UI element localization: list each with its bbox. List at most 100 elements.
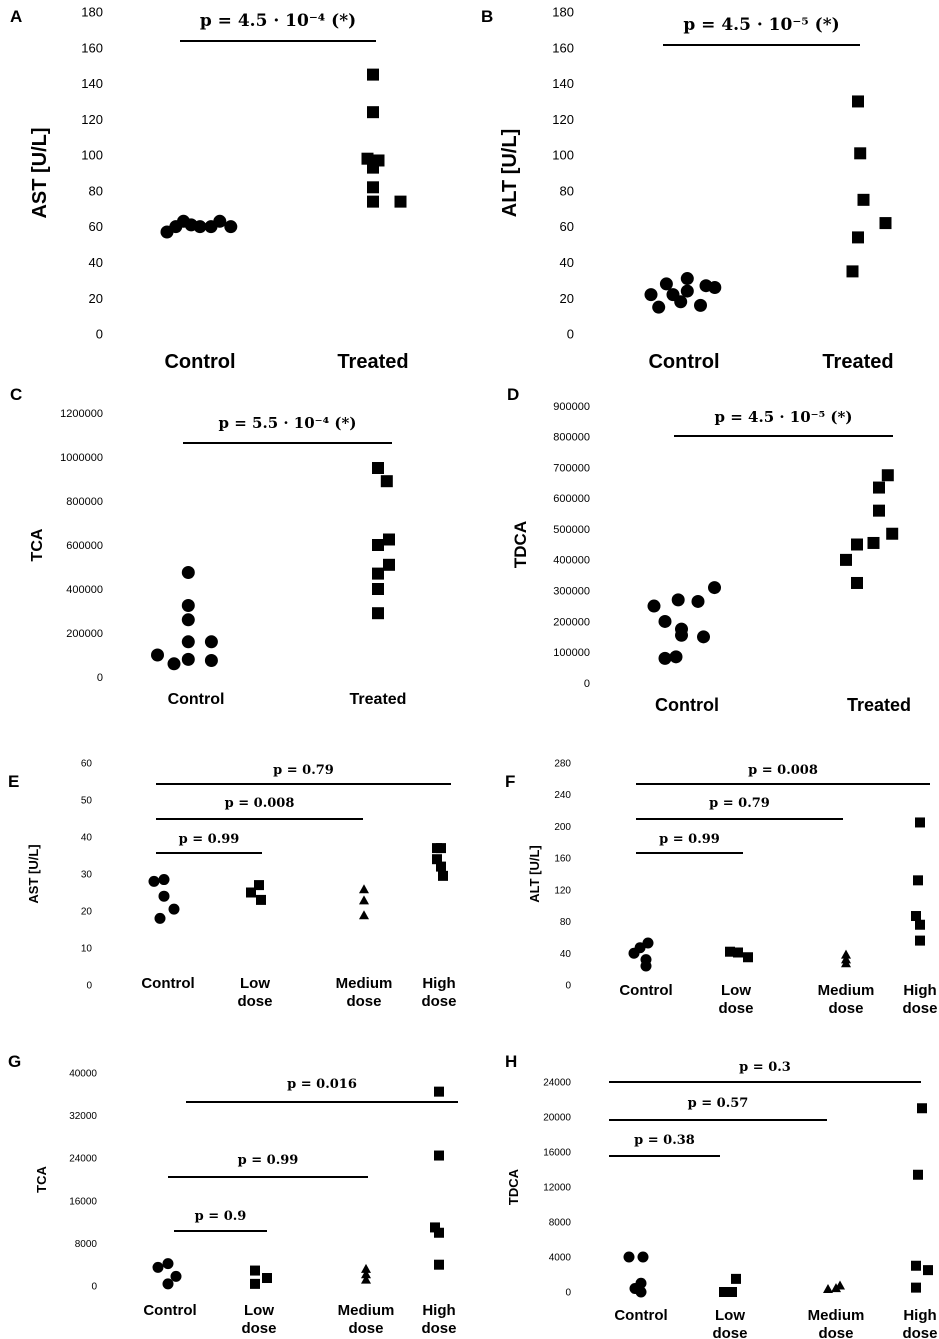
category-label: Medium <box>336 975 393 992</box>
data-point-circle <box>224 220 238 234</box>
y-tick-label: 160 <box>554 854 571 865</box>
data-point-square <box>719 1287 729 1297</box>
panel-f: F 0 40 80 120 160 200 240 280 ALT [U/L] Control Low… <box>505 759 938 1018</box>
category-label: dose <box>241 1320 276 1337</box>
data-point-circle <box>708 280 722 294</box>
data-point-circle <box>637 1251 649 1263</box>
p-value-label: p = 0.57 <box>688 1096 749 1111</box>
data-point-square <box>254 880 264 891</box>
y-tick-label: 160 <box>81 40 103 55</box>
y-tick-label: 50 <box>81 796 93 807</box>
data-point-circle <box>697 630 710 644</box>
data-point-square <box>852 95 864 108</box>
panel-c: C 0 200000 400000 600000 800000 1000000 1200000… <box>10 385 406 708</box>
y-tick-label: 60 <box>81 759 93 770</box>
y-tick-label: 100 <box>81 148 103 163</box>
y-tick-label: 40 <box>89 255 103 270</box>
y-tick-label: 100 <box>552 148 574 163</box>
data-point-circle <box>181 635 195 649</box>
data-point-square <box>436 843 446 854</box>
data-point-square <box>367 106 379 119</box>
y-tick-label: 1000000 <box>60 452 103 464</box>
data-point-square <box>383 533 395 546</box>
y-tick-label: 700000 <box>553 462 590 474</box>
y-axis-label: TCA <box>29 528 46 561</box>
category-label: Low <box>244 1302 274 1319</box>
data-point-square <box>367 68 379 81</box>
data-point-circle <box>680 284 694 298</box>
y-tick-label: 40 <box>560 255 574 270</box>
y-tick-label: 160 <box>552 40 574 55</box>
data-point-circle <box>658 651 672 665</box>
data-point-circle <box>635 1286 647 1298</box>
y-axis-label: AST [U/L] <box>29 127 51 218</box>
data-point-square <box>436 861 446 872</box>
category-label: dose <box>421 993 456 1010</box>
y-tick-label: 24000 <box>69 1154 97 1165</box>
data-point-square <box>372 462 384 474</box>
data-point-circle <box>669 650 683 664</box>
category-label: dose <box>902 1325 937 1339</box>
y-tick-label: 20 <box>89 291 103 306</box>
data-point-circle <box>634 942 646 954</box>
y-tick-label: 200000 <box>553 616 590 628</box>
category-label: High <box>422 975 455 992</box>
data-point-square <box>246 887 256 898</box>
panel-h: H 0 4000 8000 12000 16000 20000 24000 TDCA Contro… <box>505 1052 938 1339</box>
y-tick-label: 180 <box>552 5 574 20</box>
data-point-circle <box>213 214 227 228</box>
data-point-square <box>911 911 921 922</box>
data-point-triangle <box>841 949 851 959</box>
y-tick-label: 32000 <box>69 1111 97 1122</box>
category-label: Treated <box>847 695 911 715</box>
data-point-square <box>851 538 863 551</box>
y-tick-label: 140 <box>81 76 103 91</box>
data-point-circle <box>158 890 170 902</box>
data-point-square <box>881 469 894 482</box>
data-point-square <box>854 147 867 160</box>
data-point-circle <box>152 1261 164 1273</box>
panel-a: A 0 20 40 60 80 100 120 140 160 180 AST [U/L] Contro… <box>10 5 409 373</box>
data-point-circle <box>168 903 180 915</box>
data-point-circle <box>694 298 707 312</box>
data-point-square <box>915 919 925 930</box>
y-tick-label: 120 <box>554 885 571 896</box>
data-point-circle <box>162 1278 174 1290</box>
p-value-label: p = 4.5 · 10⁻⁵ (*) <box>715 408 853 426</box>
panel-letter: A <box>10 7 22 26</box>
y-tick-label: 10 <box>81 944 93 955</box>
data-point-square <box>917 1103 927 1114</box>
panel-letter: F <box>505 772 515 791</box>
data-point-square <box>367 181 379 194</box>
data-point-circle <box>181 566 195 579</box>
y-axis-label: AST [U/L] <box>26 844 41 903</box>
y-tick-label: 600000 <box>553 493 590 505</box>
y-tick-label: 900000 <box>553 401 590 413</box>
data-point-circle <box>647 599 661 613</box>
y-tick-label: 0 <box>584 678 590 690</box>
y-axis-label: ALT [U/L] <box>499 129 521 218</box>
y-tick-label: 20 <box>81 907 93 918</box>
data-point-square <box>372 539 384 551</box>
p-value-label: p = 0.016 <box>287 1077 357 1092</box>
y-tick-label: 0 <box>97 672 103 684</box>
category-label: Control <box>619 982 672 999</box>
data-point-square <box>915 817 925 828</box>
category-label: Control <box>141 975 194 992</box>
data-point-circle <box>675 628 688 642</box>
y-tick-label: 40 <box>81 833 93 844</box>
y-tick-label: 800000 <box>553 432 590 444</box>
y-tick-label: 120 <box>552 112 574 127</box>
y-tick-label: 0 <box>565 1288 571 1299</box>
p-value-label: p = 0.99 <box>179 832 240 847</box>
category-label: Medium <box>818 982 875 999</box>
category-label: dose <box>421 1320 456 1337</box>
y-tick-label: 180 <box>81 5 103 20</box>
data-point-triangle <box>835 1280 845 1290</box>
y-tick-label: 240 <box>554 790 571 801</box>
category-label: Low <box>715 1307 745 1324</box>
y-tick-label: 12000 <box>543 1183 571 1194</box>
p-value-label: p = 0.3 <box>739 1060 791 1075</box>
y-tick-label: 0 <box>96 327 103 342</box>
